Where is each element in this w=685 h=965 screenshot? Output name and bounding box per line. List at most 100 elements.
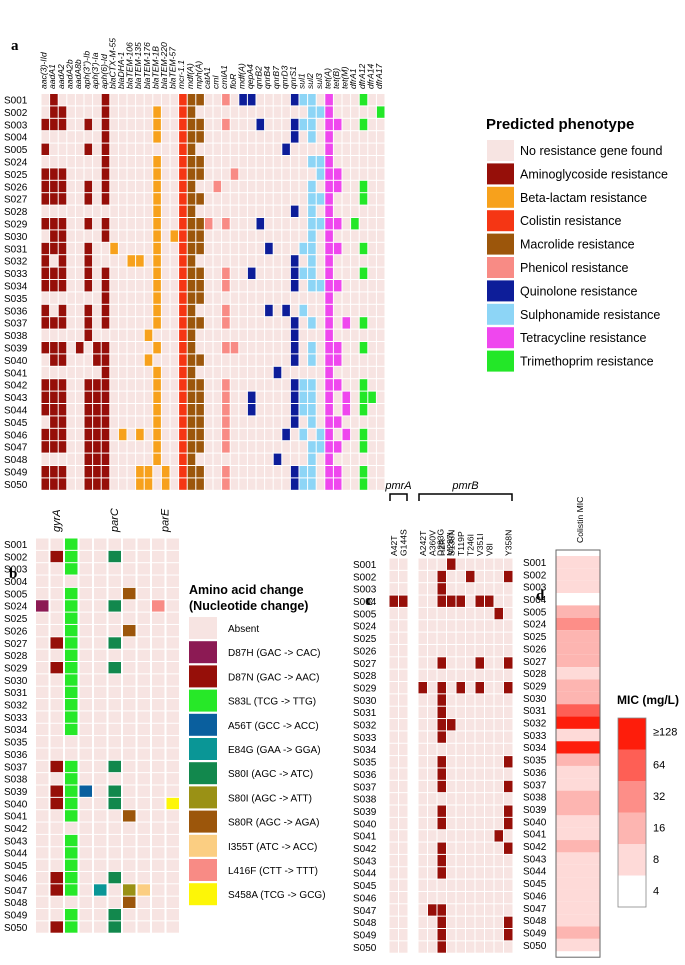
heatmap-cell-b bbox=[94, 550, 107, 563]
heatmap-cell-a bbox=[213, 466, 222, 478]
heatmap-cell-c bbox=[437, 929, 446, 941]
heatmap-cell-a bbox=[308, 255, 316, 267]
heatmap-cell-a bbox=[67, 292, 75, 304]
heatmap-cell-a bbox=[110, 391, 118, 403]
heatmap-cell-a bbox=[161, 292, 170, 304]
heatmap-cell-a bbox=[308, 478, 316, 490]
heatmap-cell-a bbox=[161, 106, 170, 118]
heatmap-cell-b bbox=[79, 723, 92, 736]
heatmap-cell-a bbox=[93, 106, 101, 118]
heatmap-cell-a bbox=[118, 193, 127, 205]
heatmap-cell-a bbox=[239, 280, 247, 292]
heatmap-cell-c bbox=[466, 595, 475, 607]
heatmap-cell-a bbox=[376, 366, 385, 379]
heatmap-cell-c bbox=[466, 607, 475, 620]
heatmap-cell-a bbox=[230, 156, 239, 168]
heatmap-cell-a bbox=[75, 304, 84, 317]
heatmap-cell-a bbox=[204, 106, 213, 118]
heatmap-cell-a bbox=[256, 255, 265, 267]
heatmap-cell-b bbox=[79, 637, 92, 649]
heatmap-cell-a bbox=[67, 391, 75, 403]
heatmap-cell-b bbox=[36, 859, 49, 871]
col-label-a: dfrA14 bbox=[365, 63, 375, 89]
heatmap-cell-b bbox=[123, 723, 136, 736]
row-label-b: S040 bbox=[4, 799, 28, 810]
heatmap-cell-a bbox=[179, 292, 187, 304]
row-label-a: S005 bbox=[4, 145, 28, 156]
heatmap-cell-a bbox=[161, 441, 170, 453]
heatmap-cell-a bbox=[222, 342, 230, 354]
heatmap-cell-a bbox=[58, 292, 67, 304]
heatmap-cell-a bbox=[161, 94, 170, 106]
heatmap-cell-c bbox=[475, 904, 484, 916]
heatmap-cell-a bbox=[187, 466, 196, 478]
heatmap-cell-c bbox=[437, 706, 446, 719]
heatmap-cell-a bbox=[325, 267, 333, 279]
heatmap-cell-a bbox=[230, 379, 239, 391]
gene-label-b: parC bbox=[109, 508, 121, 533]
heatmap-cell-a bbox=[50, 94, 58, 106]
col-label-a: qnrS1 bbox=[288, 66, 298, 89]
heatmap-cell-b bbox=[166, 871, 179, 884]
heatmap-cell-a bbox=[41, 218, 50, 230]
heatmap-cell-a bbox=[67, 478, 75, 490]
heatmap-cell-b bbox=[166, 711, 179, 723]
heatmap-cell-a bbox=[325, 280, 333, 292]
heatmap-cell-a bbox=[368, 366, 376, 379]
heatmap-cell-b bbox=[79, 896, 92, 908]
heatmap-cell-a bbox=[75, 230, 84, 242]
heatmap-cell-c bbox=[447, 891, 456, 904]
heatmap-cell-a bbox=[187, 280, 196, 292]
heatmap-cell-b bbox=[36, 822, 49, 834]
heatmap-cell-c bbox=[456, 706, 465, 719]
heatmap-cell-a bbox=[273, 131, 282, 143]
heatmap-cell-b bbox=[65, 871, 78, 884]
legend-swatch-b bbox=[189, 617, 217, 639]
heatmap-cell-b bbox=[123, 859, 136, 871]
heatmap-cell-c bbox=[399, 867, 408, 879]
row-label-a: S049 bbox=[4, 468, 28, 479]
legend-swatch-a bbox=[487, 233, 514, 255]
row-label-c: S046 bbox=[353, 893, 377, 904]
heatmap-cell-b bbox=[94, 711, 107, 723]
heatmap-cell-c bbox=[447, 669, 456, 681]
heatmap-cell-c bbox=[456, 780, 465, 793]
row-label-a: S032 bbox=[4, 257, 28, 268]
heatmap-cell-a bbox=[359, 453, 368, 465]
heatmap-cell-c bbox=[389, 904, 398, 916]
heatmap-cell-a bbox=[376, 94, 385, 106]
heatmap-cell-a bbox=[118, 379, 127, 391]
heatmap-cell-b bbox=[65, 674, 78, 686]
heatmap-cell-a bbox=[247, 453, 256, 465]
heatmap-cell-a bbox=[273, 404, 282, 416]
heatmap-cell-c bbox=[475, 694, 484, 706]
legend-title-a: Predicted phenotype bbox=[486, 116, 634, 133]
heatmap-cell-c bbox=[437, 743, 446, 756]
heatmap-cell-a bbox=[316, 255, 325, 267]
heatmap-cell-c bbox=[504, 595, 513, 607]
heatmap-cell-a bbox=[222, 131, 230, 143]
heatmap-cell-c bbox=[504, 743, 513, 756]
heatmap-cell-c bbox=[494, 842, 503, 854]
heatmap-cell-a bbox=[368, 304, 376, 317]
heatmap-cell-a bbox=[127, 428, 136, 441]
heatmap-cell-b bbox=[94, 600, 107, 612]
heatmap-cell-a bbox=[342, 366, 351, 379]
heatmap-cell-a bbox=[316, 218, 325, 230]
heatmap-cell-a bbox=[282, 205, 290, 217]
heatmap-cell-b bbox=[152, 748, 165, 760]
heatmap-cell-b bbox=[65, 637, 78, 649]
heatmap-cell-c bbox=[504, 669, 513, 681]
mic-scale-tick-d: 16 bbox=[653, 822, 665, 834]
heatmap-cell-a bbox=[50, 317, 58, 329]
heatmap-cell-c bbox=[466, 891, 475, 904]
heatmap-cell-a bbox=[110, 292, 118, 304]
heatmap-cell-b bbox=[108, 699, 121, 711]
heatmap-cell-a bbox=[368, 193, 376, 205]
heatmap-cell-a bbox=[239, 404, 247, 416]
heatmap-cell-a bbox=[265, 267, 273, 279]
heatmap-cell-a bbox=[179, 416, 187, 428]
heatmap-cell-c bbox=[447, 817, 456, 830]
heatmap-cell-a bbox=[316, 416, 325, 428]
heatmap-cell-c bbox=[447, 916, 456, 928]
